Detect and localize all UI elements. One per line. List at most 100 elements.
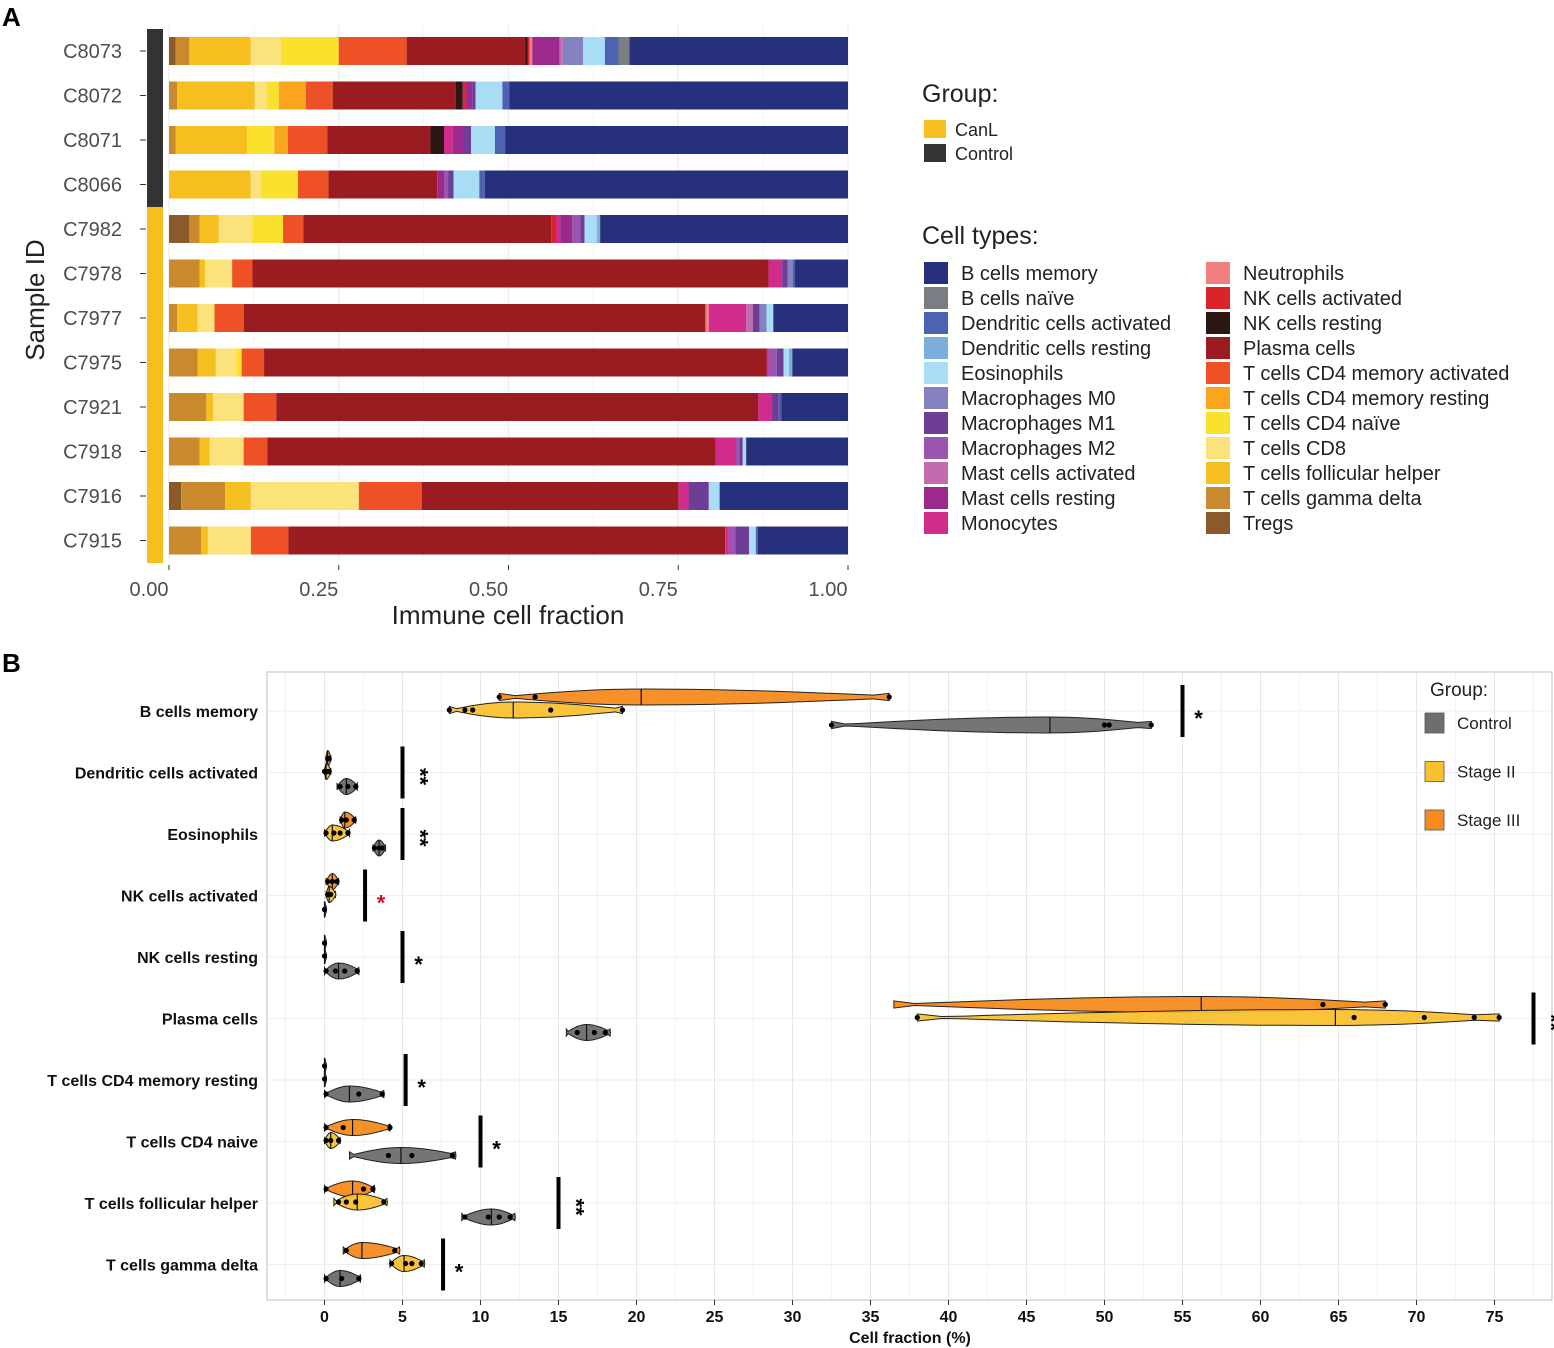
a-legend-swatch-macrophages-m0 (924, 387, 948, 409)
bar-segment-c7975-t-cells-cd4-memory-activated (241, 348, 265, 377)
bar-segment-c7916-t-cells-gamma-delta (181, 482, 226, 510)
data-point-nk-cells-resting-stage-iii (321, 940, 328, 946)
data-point-plasma-cells-stage-ii (1496, 1014, 1502, 1021)
data-point-nk-cells-resting-stage-ii (321, 953, 328, 959)
data-point-eosinophils-stage-iii (343, 817, 349, 823)
a-legend-swatch-plasma-cells (1206, 337, 1230, 359)
bar-segment-c8073-t-cells-cd4-memory-activated (338, 37, 407, 65)
b-legend-label-stage-iii: Stage III (1457, 811, 1520, 830)
group-strip-c7975 (147, 340, 163, 385)
data-point-nk-cells-activated-stage-iii (325, 878, 331, 885)
bar-segment-c7975-t-cells-cd4-naive (236, 348, 242, 377)
data-point-eosinophils-stage-ii (345, 830, 351, 836)
bar-segment-c7977-eosinophils (766, 304, 774, 332)
bar-segment-c8073-mast-cells-resting (532, 37, 560, 65)
bar-segment-c7916-eosinophils (708, 482, 720, 510)
bar-segment-c8071-b-cells-memory (505, 126, 848, 154)
data-point-b-cells-memory-stage-ii (470, 707, 476, 713)
data-point-nk-cells-resting-control (323, 968, 329, 974)
data-point-t-cells-follicular-helper-stage-ii (381, 1199, 387, 1205)
category-label-t-cells-gamma-delta: T cells gamma delta (106, 1258, 258, 1275)
data-point-eosinophils-stage-iii (339, 817, 345, 823)
a-legend-label-canl: CanL (955, 120, 998, 140)
bar-segment-c7982-plasma-cells (303, 215, 552, 243)
bar-segment-c7975-plasma-cells (264, 348, 767, 377)
b-x-tick-label: 15 (550, 1309, 568, 1326)
category-label-plasma-cells: Plasma cells (162, 1012, 258, 1029)
data-point-eosinophils-control (379, 845, 385, 851)
bar-segment-c8073-t-cells-gamma-delta (175, 37, 190, 65)
group-strip-c8072 (147, 73, 163, 118)
group-strip-c8073 (147, 29, 163, 74)
a-legend-label-mast-cells-activated: Mast cells activated (961, 463, 1136, 485)
bar-segment-c7982-dendritic-cells-resting (596, 215, 601, 243)
data-point-eosinophils-stage-ii (337, 830, 343, 836)
bar-segment-c7977-monocytes (708, 304, 747, 332)
data-point-eosinophils-stage-ii (323, 830, 329, 836)
bar-segment-c7977-neutrophils (705, 304, 709, 332)
bar-segment-c8066-plasma-cells (328, 170, 438, 199)
sample-label-c7921: C7921 (63, 397, 122, 419)
data-point-nk-cells-resting-control (342, 968, 348, 974)
bar-segment-c8073-macrophages-m0 (562, 37, 584, 65)
a-legend-label-monocytes: Monocytes (961, 513, 1058, 535)
data-point-t-cells-cd4-memory-resting-control (356, 1091, 362, 1097)
bar-segment-c8071-mast-cells-resting (452, 126, 464, 154)
bar-segment-c7918-eosinophils (742, 437, 747, 466)
bar-segment-c8066-macrophages-m1 (448, 170, 454, 199)
a-y-axis-title: Sample ID (20, 239, 50, 360)
a-legend-label-b-cells-naive: B cells naïve (961, 288, 1074, 310)
sig-label-eosinophils: ** (408, 829, 433, 847)
data-point-nk-cells-activated-stage-iii (334, 878, 340, 885)
bar-segment-c8071-monocytes (443, 126, 453, 154)
group-strip-c8071 (147, 118, 163, 163)
bar-segment-c7975-t-cells-follicular-helper (197, 348, 216, 377)
bar-segment-c7915-t-cells-cd8 (207, 526, 251, 555)
bar-segment-c7977-t-cells-gamma-delta (169, 304, 178, 332)
a-legend-label-mast-cells-resting: Mast cells resting (961, 488, 1116, 510)
data-point-dendritic-cells-activated-stage-ii (326, 768, 332, 775)
data-point-t-cells-cd4-naive-stage-iii (387, 1124, 393, 1131)
b-x-tick-label: 10 (472, 1309, 490, 1326)
bar-segment-c7978-t-cells-cd4-memory-activated (232, 259, 253, 288)
category-label-b-cells-memory: B cells memory (140, 704, 258, 721)
bar-segment-c7975-t-cells-gamma-delta (169, 348, 198, 377)
bar-segment-c8072-nk-cells-resting (455, 81, 463, 110)
bar-segment-c7916-t-cells-cd4-memory-activated (358, 482, 422, 510)
group-strip-c8066 (147, 162, 163, 207)
bar-segment-c7977-b-cells-memory (773, 304, 848, 332)
data-point-t-cells-follicular-helper-stage-iii (323, 1186, 329, 1192)
b-x-tick-label: 75 (1486, 1309, 1504, 1326)
data-point-plasma-cells-stage-iii (1320, 1001, 1326, 1008)
bar-segment-c7915-t-cells-gamma-delta (169, 526, 202, 555)
bar-segment-c8072-eosinophils (475, 81, 503, 110)
bar-segment-c7915-macrophages-m2 (728, 526, 736, 555)
b-legend-swatch-stage-ii (1424, 761, 1445, 782)
bar-segment-c7918-t-cells-follicular-helper (199, 437, 210, 466)
data-point-t-cells-follicular-helper-control (507, 1214, 513, 1220)
b-x-tick-label: 30 (784, 1309, 802, 1326)
bar-segment-c8072-t-cells-cd8 (254, 81, 267, 110)
a-legend-label-neutrophils: Neutrophils (1243, 263, 1344, 285)
data-point-nk-cells-activated-stage-iii (329, 878, 335, 885)
data-point-b-cells-memory-control (828, 722, 835, 728)
sig-label-t-cells-cd4-memory-resting: * (417, 1075, 426, 1100)
bar-segment-c7975-macrophages-m2 (768, 348, 777, 377)
bar-segment-c7915-dendritic-cells-activated (755, 526, 758, 555)
bar-segment-c8072-t-cells-cd4-memory-activated (305, 81, 333, 110)
bar-segment-c8073-t-cells-follicular-helper (189, 37, 251, 65)
sample-label-c8072: C8072 (63, 86, 122, 108)
data-point-t-cells-gamma-delta-control (323, 1275, 329, 1282)
bar-segment-c8072-t-cells-gamma-delta (169, 81, 178, 110)
data-point-b-cells-memory-stage-iii (496, 694, 502, 700)
bar-segment-c8071-nk-cells-resting (430, 126, 444, 154)
bar-segment-c8071-t-cells-cd4-memory-resting (274, 126, 288, 154)
bar-segment-c7921-t-cells-cd8 (213, 393, 244, 421)
a-legend-label-b-cells-memory: B cells memory (961, 263, 1098, 285)
sig-label-nk-cells-resting: * (414, 952, 423, 977)
bar-segment-c7975-monocytes (766, 348, 769, 377)
violin-t-cells-cd4-naive-control (349, 1147, 457, 1164)
bar-segment-c8073-dendritic-cells-activated (604, 37, 619, 65)
bar-segment-c7921-dendritic-cells-activated (778, 393, 782, 421)
